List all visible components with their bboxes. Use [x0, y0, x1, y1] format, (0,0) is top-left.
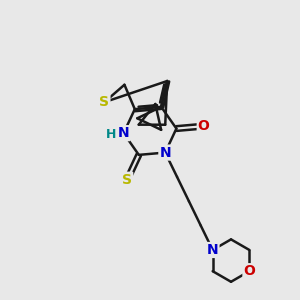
Text: N: N [159, 146, 171, 160]
Text: N: N [118, 126, 129, 140]
Text: N: N [207, 243, 218, 257]
Text: O: O [243, 264, 255, 278]
Text: O: O [198, 119, 210, 133]
Text: S: S [99, 95, 110, 109]
Text: H: H [106, 128, 116, 141]
Text: S: S [122, 173, 132, 187]
